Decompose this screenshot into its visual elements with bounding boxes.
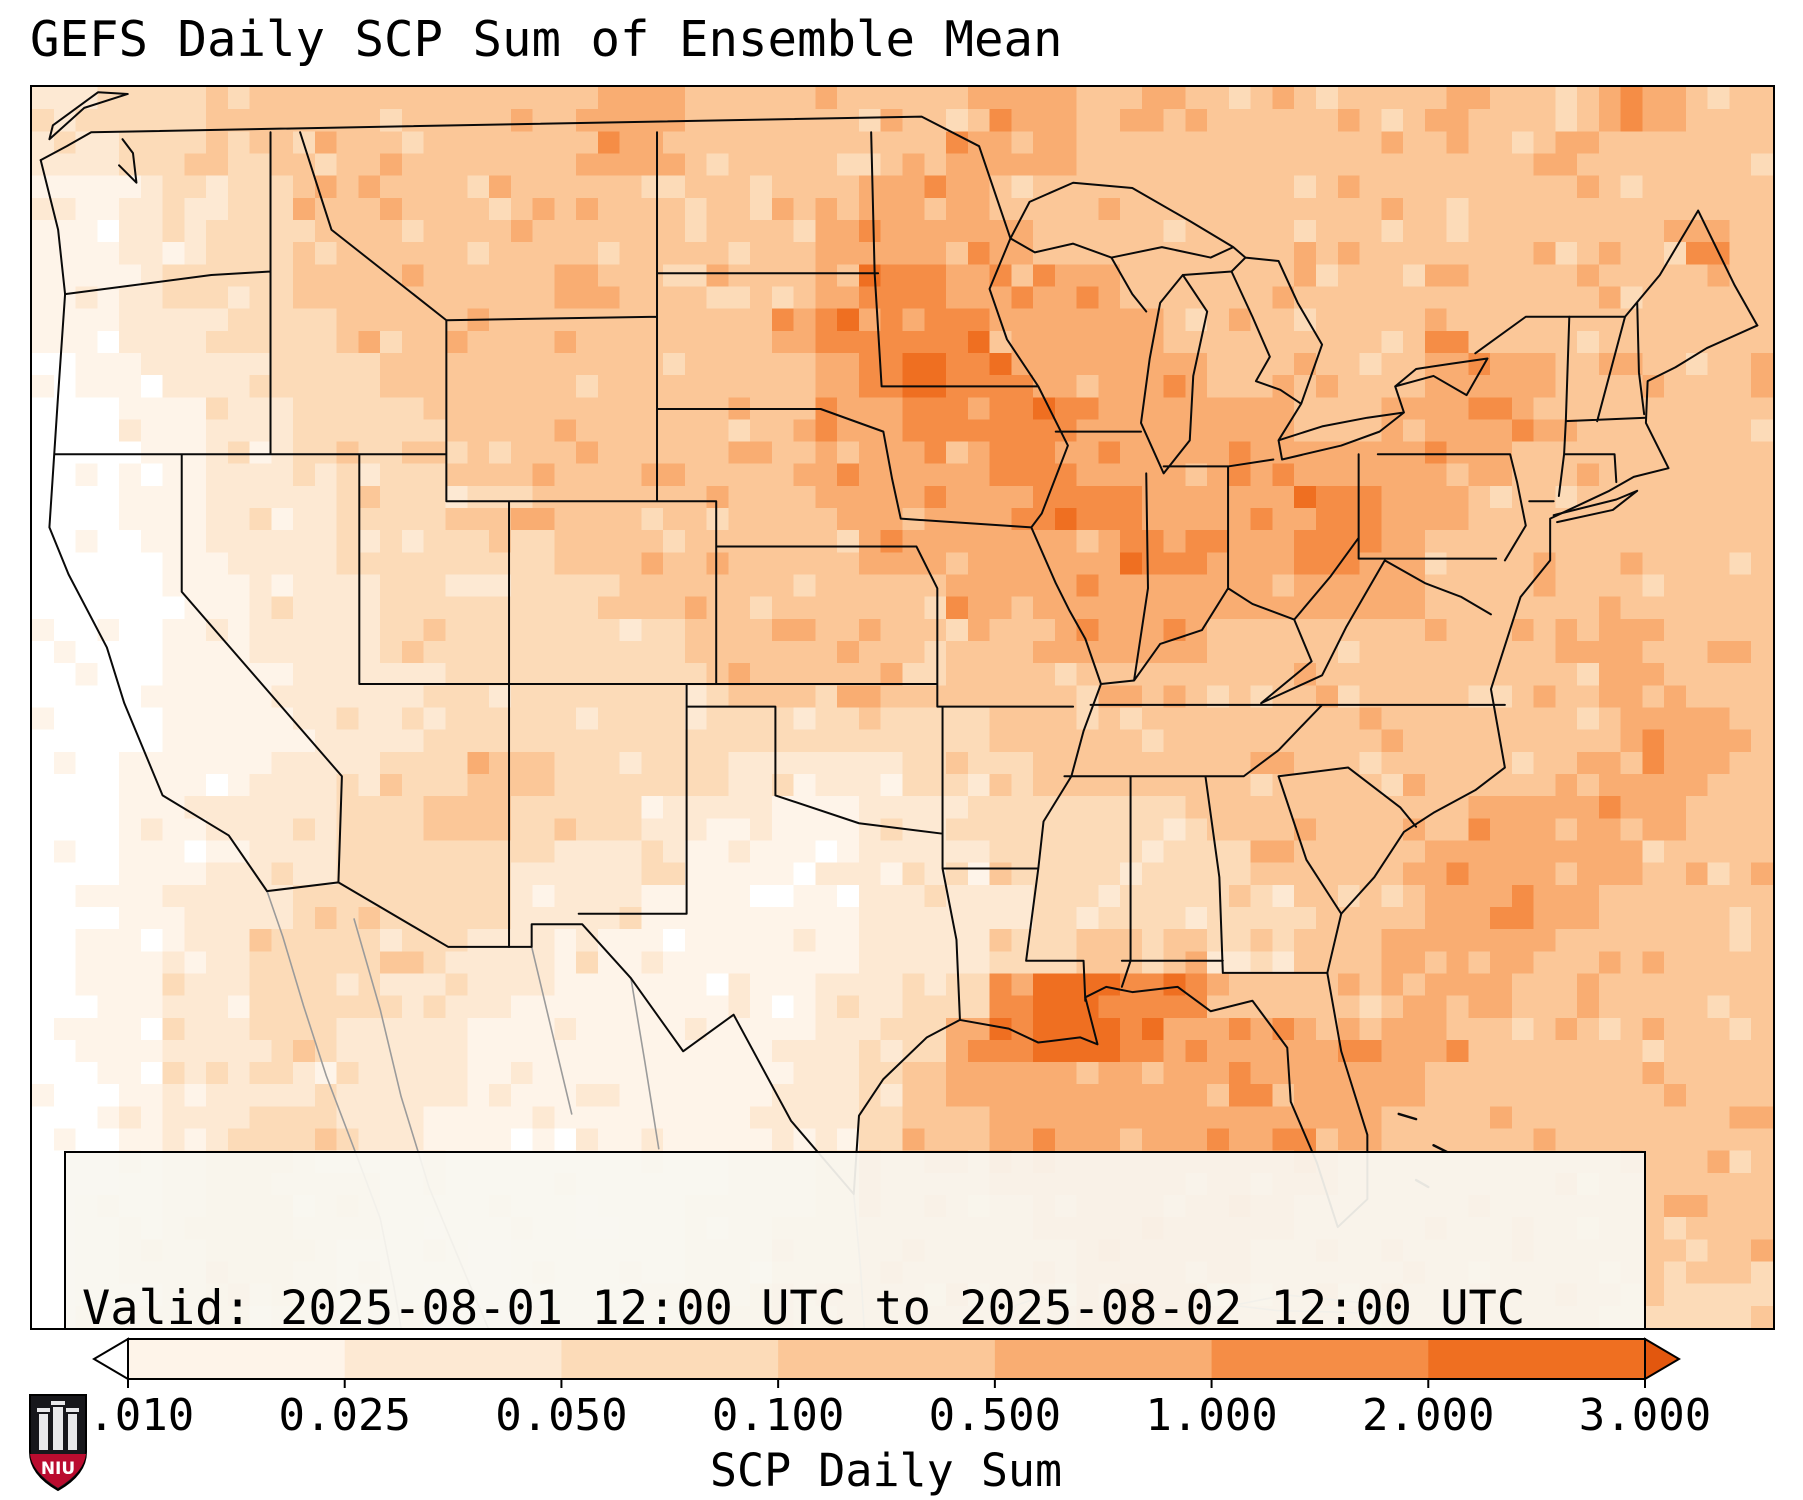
colorbar-segment: [344, 1339, 563, 1379]
colorbar-bar: [92, 1337, 1681, 1388]
colorbar-tick-label: 0.050: [495, 1390, 628, 1441]
colorbar-segment: [778, 1339, 996, 1379]
logo-text: NIU: [41, 1459, 75, 1479]
us-coastline: [41, 160, 1758, 1227]
state-borders: [55, 132, 1646, 1020]
colorbar-segment: [994, 1339, 1213, 1379]
map-borders-svg: [32, 87, 1773, 1328]
figure-title: GEFS Daily SCP Sum of Ensemble Mean: [30, 11, 1063, 68]
colorbar-under-arrow: [92, 1337, 129, 1381]
colorbar-segment: [128, 1339, 346, 1379]
colorbar-segment: [561, 1339, 780, 1379]
valid-line: Valid: 2025-08-01 12:00 UTC to 2025-08-0…: [82, 1281, 1526, 1330]
colorbar-segment: [1211, 1339, 1430, 1379]
niu-logo: NIU: [29, 1394, 87, 1492]
colorbar: [92, 1337, 1681, 1388]
colorbar-label: SCP Daily Sum: [709, 1444, 1063, 1497]
colorbar-tick-label: 1.000: [1145, 1390, 1278, 1441]
colorbar-tick-label: 0.100: [711, 1390, 845, 1441]
colorbar-tick-label: 3.000: [1578, 1390, 1712, 1441]
colorbar-over-arrow: [1644, 1337, 1681, 1381]
canada-border: [41, 92, 1758, 353]
long-island-coast: [1554, 491, 1638, 522]
info-box: Valid: 2025-08-01 12:00 UTC to 2025-08-0…: [64, 1151, 1646, 1330]
great-lakes: [1010, 183, 1487, 474]
logo-banner: [30, 1454, 86, 1488]
heatmap-canvas: [32, 87, 1773, 1328]
colorbar-tick-label: 2.000: [1362, 1390, 1495, 1441]
colorbar-ticks: 0.010 0.025 0.050 0.100 0.500 1.000 2.000 3.000: [0, 1390, 1803, 1446]
logo-castle-icon: [37, 1401, 79, 1450]
colorbar-outline: [127, 1338, 1646, 1380]
colorbar-tick-label: 0.025: [278, 1390, 411, 1441]
colorbar-tick-label: 0.500: [928, 1390, 1062, 1441]
map-panel: Valid: 2025-08-01 12:00 UTC to 2025-08-0…: [30, 85, 1775, 1330]
colorbar-segment: [1428, 1339, 1646, 1379]
